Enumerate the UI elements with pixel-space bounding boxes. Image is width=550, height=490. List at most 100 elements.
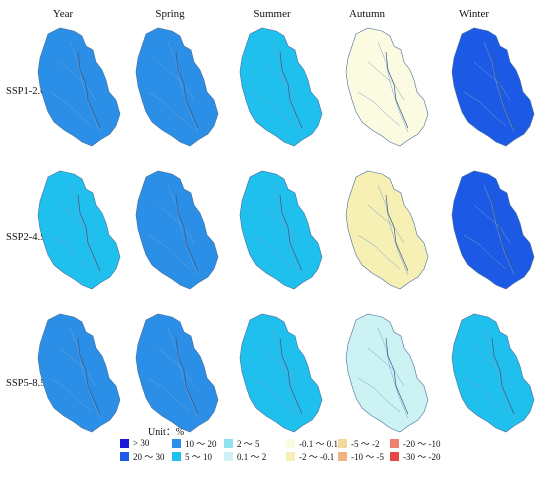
basin-area xyxy=(37,313,121,433)
sub-basin-boundary xyxy=(271,184,303,276)
legend-label: 0.1 ～ 2 xyxy=(237,451,267,462)
basin-area xyxy=(135,170,219,290)
river-line xyxy=(491,51,515,129)
legend-item: 10 ～ 20 xyxy=(172,437,217,449)
legend-label: -30 ～ -20 xyxy=(403,451,441,462)
basin-area xyxy=(135,27,219,147)
legend-swatch xyxy=(390,451,399,461)
sub-basin-boundary xyxy=(167,41,199,133)
sub-basin-boundary xyxy=(59,61,97,101)
sub-basin-boundary xyxy=(357,234,401,270)
river-line xyxy=(491,194,515,272)
sub-basin-boundary xyxy=(483,327,515,419)
legend-label: 10 ～ 20 xyxy=(185,438,217,449)
river-line xyxy=(279,51,303,129)
sub-basin-boundary xyxy=(167,184,199,276)
sub-basin-boundary xyxy=(49,377,93,413)
column-label-spring: Spring xyxy=(155,8,185,20)
map-ssp5-8-5-year xyxy=(30,308,125,443)
basin-area xyxy=(451,313,535,433)
river-line xyxy=(175,194,199,272)
column-label-autumn: Autumn xyxy=(348,8,386,20)
row-label-ssp1-2-6: SSP1-2.6 xyxy=(6,86,46,97)
map-ssp1-2-6-spring xyxy=(128,22,223,157)
sub-basin-boundary xyxy=(147,234,191,270)
map-ssp5-8-5-spring xyxy=(128,308,223,443)
legend-item: 5 ～ 10 xyxy=(172,450,212,462)
basin-area xyxy=(239,27,323,147)
legend-swatch xyxy=(172,438,181,448)
basin-area xyxy=(345,170,429,290)
legend-label: 20 ～ 30 xyxy=(133,451,165,462)
sub-basin-boundary xyxy=(367,204,405,244)
legend-swatch xyxy=(390,438,399,448)
sub-basin-boundary xyxy=(473,204,511,244)
river-line xyxy=(279,337,303,415)
basin-area xyxy=(37,27,121,147)
basin-area xyxy=(345,313,429,433)
legend-item: -20 ～ -10 xyxy=(390,437,441,449)
legend-item: -5 ～ -2 xyxy=(338,437,380,449)
sub-basin-boundary xyxy=(167,327,199,419)
basin-area xyxy=(135,313,219,433)
sub-basin-boundary xyxy=(473,347,511,387)
sub-basin-boundary xyxy=(261,204,299,244)
legend-swatch xyxy=(286,438,295,448)
sub-basin-boundary xyxy=(357,91,401,127)
column-label-summer: Summer xyxy=(253,8,291,20)
legend-label: -10 ～ -5 xyxy=(351,451,384,462)
map-ssp1-2-6-summer xyxy=(232,22,327,157)
map-ssp2-4-5-winter xyxy=(444,165,539,300)
river-line xyxy=(385,194,409,272)
sub-basin-boundary xyxy=(377,184,409,276)
map-ssp2-4-5-year xyxy=(30,165,125,300)
legend-label: 2 ～ 5 xyxy=(237,438,260,449)
legend-item: 20 ～ 30 xyxy=(120,450,165,462)
basin-area xyxy=(451,27,535,147)
legend-swatch xyxy=(120,451,129,461)
sub-basin-boundary xyxy=(377,41,409,133)
sub-basin-boundary xyxy=(157,204,195,244)
sub-basin-boundary xyxy=(59,347,97,387)
sub-basin-boundary xyxy=(147,91,191,127)
legend-item: > 30 xyxy=(120,437,149,449)
row-label-ssp2-4-5: SSP2-4.5 xyxy=(6,232,46,243)
sub-basin-boundary xyxy=(69,327,101,419)
legend-label: > 30 xyxy=(133,438,150,448)
sub-basin-boundary xyxy=(251,234,295,270)
river-line xyxy=(77,51,101,129)
legend-label: -2 ～ -0.1 xyxy=(299,451,335,462)
legend-swatch xyxy=(224,438,233,448)
column-label-year: Year xyxy=(52,8,74,20)
map-ssp2-4-5-spring xyxy=(128,165,223,300)
sub-basin-boundary xyxy=(463,234,507,270)
column-label-winter: Winter xyxy=(458,8,490,20)
map-ssp1-2-6-winter xyxy=(444,22,539,157)
sub-basin-boundary xyxy=(147,377,191,413)
sub-basin-boundary xyxy=(377,327,409,419)
legend-swatch xyxy=(286,451,295,461)
basin-area xyxy=(37,170,121,290)
legend-item: -2 ～ -0.1 xyxy=(286,450,334,462)
sub-basin-boundary xyxy=(261,347,299,387)
sub-basin-boundary xyxy=(69,41,101,133)
sub-basin-boundary xyxy=(261,61,299,101)
legend-swatch xyxy=(224,451,233,461)
basin-area xyxy=(345,27,429,147)
map-ssp5-8-5-autumn xyxy=(338,308,433,443)
sub-basin-boundary xyxy=(357,377,401,413)
river-line xyxy=(385,51,409,129)
legend-swatch xyxy=(120,438,129,448)
sub-basin-boundary xyxy=(473,61,511,101)
sub-basin-boundary xyxy=(59,204,97,244)
basin-area xyxy=(239,313,323,433)
river-line xyxy=(175,51,199,129)
legend-swatch xyxy=(338,451,347,461)
row-label-ssp5-8-5: SSP5-8.5 xyxy=(6,378,46,389)
sub-basin-boundary xyxy=(251,377,295,413)
basin-area xyxy=(451,170,535,290)
legend-item: -0.1 ～ 0.1 xyxy=(286,437,338,449)
legend-item: 0.1 ～ 2 xyxy=(224,450,266,462)
sub-basin-boundary xyxy=(49,234,93,270)
sub-basin-boundary xyxy=(367,347,405,387)
